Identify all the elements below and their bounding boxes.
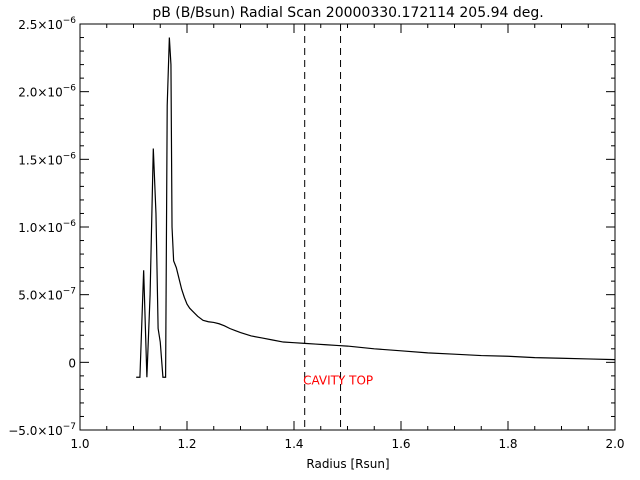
y-tick-mantissa: 2.0×10 bbox=[18, 86, 62, 100]
y-tick-exponent: −7 bbox=[63, 287, 76, 297]
y-tick-exponent: −6 bbox=[63, 84, 77, 94]
y-tick-mantissa: −5.0×10 bbox=[8, 424, 62, 438]
x-tick-label: 1.0 bbox=[70, 437, 89, 451]
x-tick-label: 1.4 bbox=[284, 437, 303, 451]
x-tick-label: 1.6 bbox=[391, 437, 410, 451]
x-tick-label: 1.8 bbox=[498, 437, 517, 451]
chart-title: pB (B/Bsun) Radial Scan 20000330.172114 … bbox=[152, 5, 543, 21]
y-tick-label: 2.5×10−6 bbox=[18, 16, 76, 32]
y-tick-exponent: −6 bbox=[63, 151, 77, 161]
annotations: CAVITY TOP bbox=[303, 374, 373, 388]
y-tick-exponent: −6 bbox=[63, 16, 77, 26]
x-tick-label: 2.0 bbox=[605, 437, 624, 451]
x-axis: 1.0 1.2 1.4 1.6 1.8 2.0 bbox=[70, 24, 625, 451]
y-tick-label: 2.0×10−6 bbox=[18, 84, 76, 100]
series-line bbox=[136, 37, 616, 378]
x-tick-label: 1.2 bbox=[177, 437, 196, 451]
y-axis: 2.5×10−62.0×10−61.5×10−61.0×10−65.0×10−7… bbox=[8, 16, 615, 438]
y-tick-label: −5.0×10−7 bbox=[8, 422, 76, 438]
y-tick-mantissa: 5.0×10 bbox=[18, 289, 62, 303]
cavity-marker-lines bbox=[304, 24, 342, 430]
plot-frame bbox=[79, 23, 616, 431]
y-tick-label: 0 bbox=[68, 356, 76, 370]
y-tick-label: 1.0×10−6 bbox=[18, 219, 76, 235]
y-tick-exponent: −7 bbox=[63, 422, 76, 432]
y-tick-exponent: −6 bbox=[63, 219, 77, 229]
cavity-top-annotation: CAVITY TOP bbox=[303, 374, 373, 388]
y-tick-mantissa: 1.5×10 bbox=[18, 153, 62, 167]
x-axis-label: Radius [Rsun] bbox=[306, 457, 389, 471]
y-tick-label: 1.5×10−6 bbox=[18, 151, 76, 167]
y-tick-mantissa: 1.0×10 bbox=[18, 221, 62, 235]
y-tick-label: 5.0×10−7 bbox=[18, 287, 76, 303]
y-tick-mantissa: 0 bbox=[68, 356, 76, 370]
y-tick-mantissa: 2.5×10 bbox=[18, 18, 62, 32]
